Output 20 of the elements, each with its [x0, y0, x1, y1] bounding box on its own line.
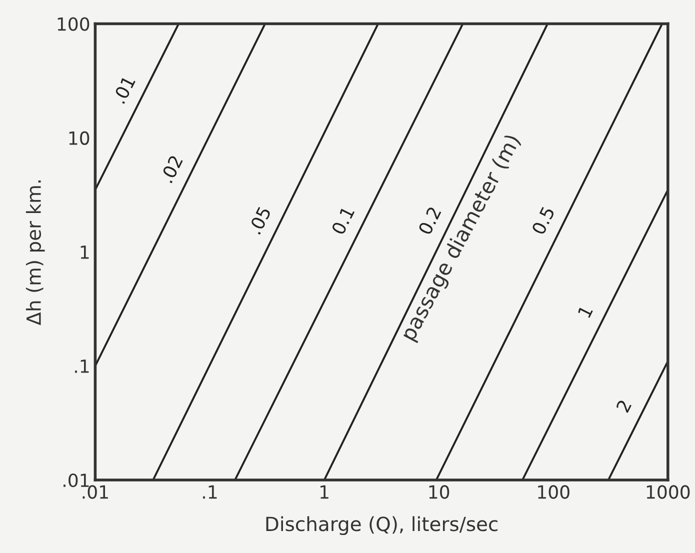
- x-tick-label: 10: [429, 485, 450, 499]
- x-axis-title: Discharge (Q), liters/sec: [266, 516, 498, 536]
- y-tick-label: .01: [64, 473, 89, 488]
- x-tick-label: 1: [320, 485, 328, 499]
- text: .02: [160, 154, 184, 184]
- text: .05: [248, 206, 272, 235]
- y-tick-label: 10: [69, 131, 90, 145]
- text: 0.1: [331, 206, 355, 236]
- y-tick-label: 100: [58, 17, 90, 31]
- y-tick-label: 1: [80, 246, 89, 259]
- x-tick-label: 1000: [646, 485, 690, 499]
- text: .01: [112, 75, 136, 104]
- y-axis-title: Δh (m) per km.: [26, 180, 45, 326]
- text: 1: [578, 305, 593, 318]
- text: 0.5: [531, 206, 555, 236]
- x-tick-label: .1: [203, 485, 217, 499]
- y-tick-label: .1: [75, 360, 89, 373]
- text: 2: [616, 399, 632, 413]
- text: 0.2: [418, 206, 442, 236]
- x-tick-label: 100: [538, 485, 570, 499]
